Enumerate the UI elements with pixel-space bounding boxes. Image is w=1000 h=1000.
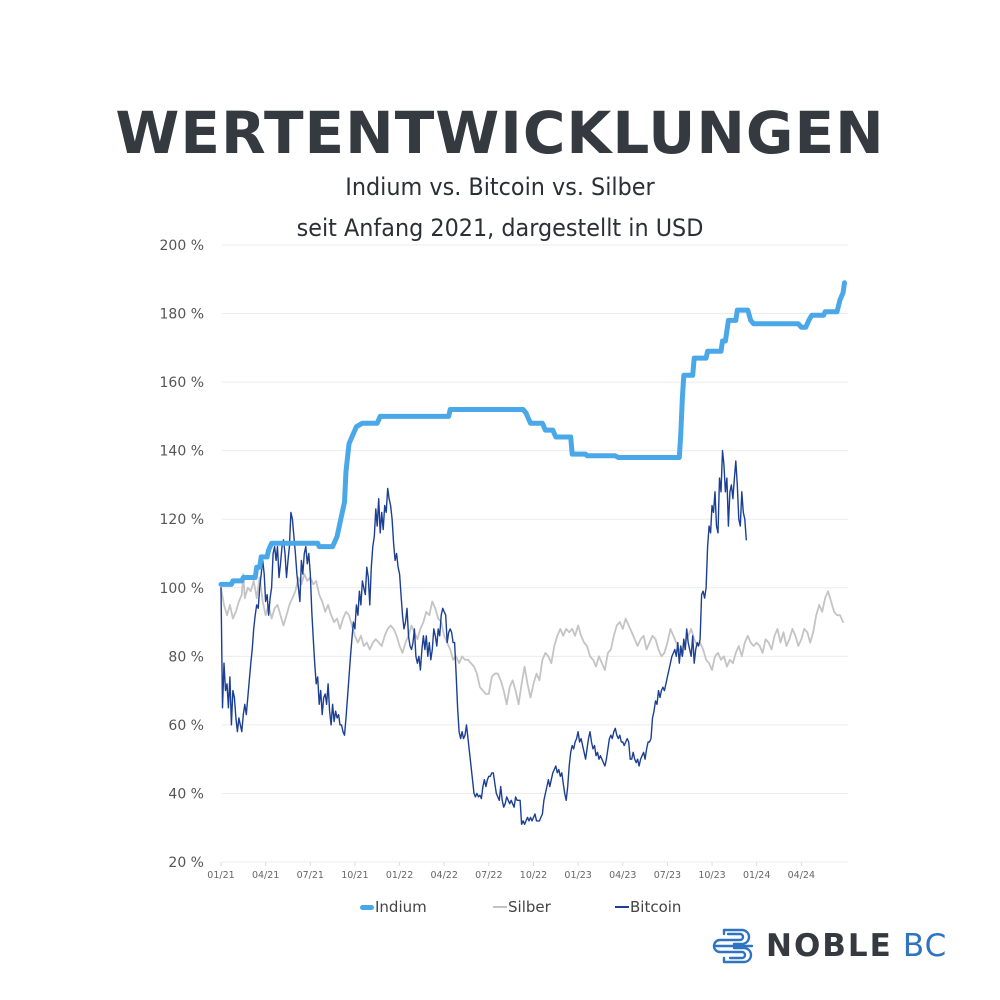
legend-label-indium: Indium <box>375 898 427 916</box>
x-tick-label: 10/21 <box>341 870 368 881</box>
x-tick-label: 04/22 <box>431 870 458 881</box>
y-tick-label: 200 % <box>160 238 204 254</box>
y-tick-label: 120 % <box>160 512 204 528</box>
series-line-indium <box>218 280 847 587</box>
x-tick-label: 01/22 <box>386 870 413 881</box>
x-tick-label: 07/21 <box>297 870 324 881</box>
y-tick-label: 80 % <box>168 649 204 665</box>
legend-label-bitcoin: Bitcoin <box>630 898 682 916</box>
series-lines <box>218 280 847 825</box>
indium-swatch-icon <box>360 904 374 910</box>
x-tick-label: 04/21 <box>252 870 279 881</box>
legend-item-silber[interactable]: Silber <box>493 896 551 918</box>
silber-swatch-icon <box>493 906 507 908</box>
y-tick-label: 20 % <box>168 855 204 871</box>
y-tick-label: 160 % <box>160 375 204 391</box>
x-tick-label: 07/22 <box>475 870 502 881</box>
x-tick-label: 01/21 <box>207 870 234 881</box>
x-tick-label: 10/23 <box>698 870 725 881</box>
bitcoin-swatch-icon <box>615 906 629 908</box>
legend-item-indium[interactable]: Indium <box>360 896 427 918</box>
chart-title: WERTENTWICKLUNGEN <box>115 99 885 167</box>
series-line-silber <box>220 573 844 706</box>
grid-lines <box>222 244 848 863</box>
noble-bc-logo: NOBLE BC <box>712 924 972 968</box>
x-tick-label: 10/22 <box>520 870 547 881</box>
logo-word-bc: BC <box>902 928 948 964</box>
chart-subtitle-line1: Indium vs. Bitcoin vs. Silber <box>345 173 655 201</box>
x-tick-label: 01/24 <box>743 870 770 881</box>
chart-subtitle-line2: seit Anfang 2021, dargestellt in USD <box>296 214 704 242</box>
series-line-bitcoin <box>220 450 747 825</box>
x-tick-label: 07/23 <box>654 870 681 881</box>
legend-label-silber: Silber <box>508 898 551 916</box>
logo-word-noble: NOBLE <box>766 928 893 964</box>
y-tick-label: 100 % <box>160 581 204 597</box>
y-tick-label: 180 % <box>160 307 204 323</box>
y-tick-label: 140 % <box>160 444 204 460</box>
y-tick-label: 40 % <box>168 786 204 802</box>
x-tick-label: 01/23 <box>564 870 591 881</box>
legend-item-bitcoin[interactable]: Bitcoin <box>615 896 681 918</box>
y-tick-label: 60 % <box>168 718 204 734</box>
y-axis-labels: 200 % 180 % 160 % 140 % 120 % 100 % 80 % 60 % 40… <box>160 238 204 871</box>
x-tick-label: 04/23 <box>609 870 636 881</box>
x-tick-label: 04/24 <box>788 870 815 881</box>
noble-bc-emblem-icon <box>712 928 754 964</box>
x-axis: 01/21 04/21 07/21 10/21 01/22 04/22 07/22 10/22… <box>207 862 815 881</box>
